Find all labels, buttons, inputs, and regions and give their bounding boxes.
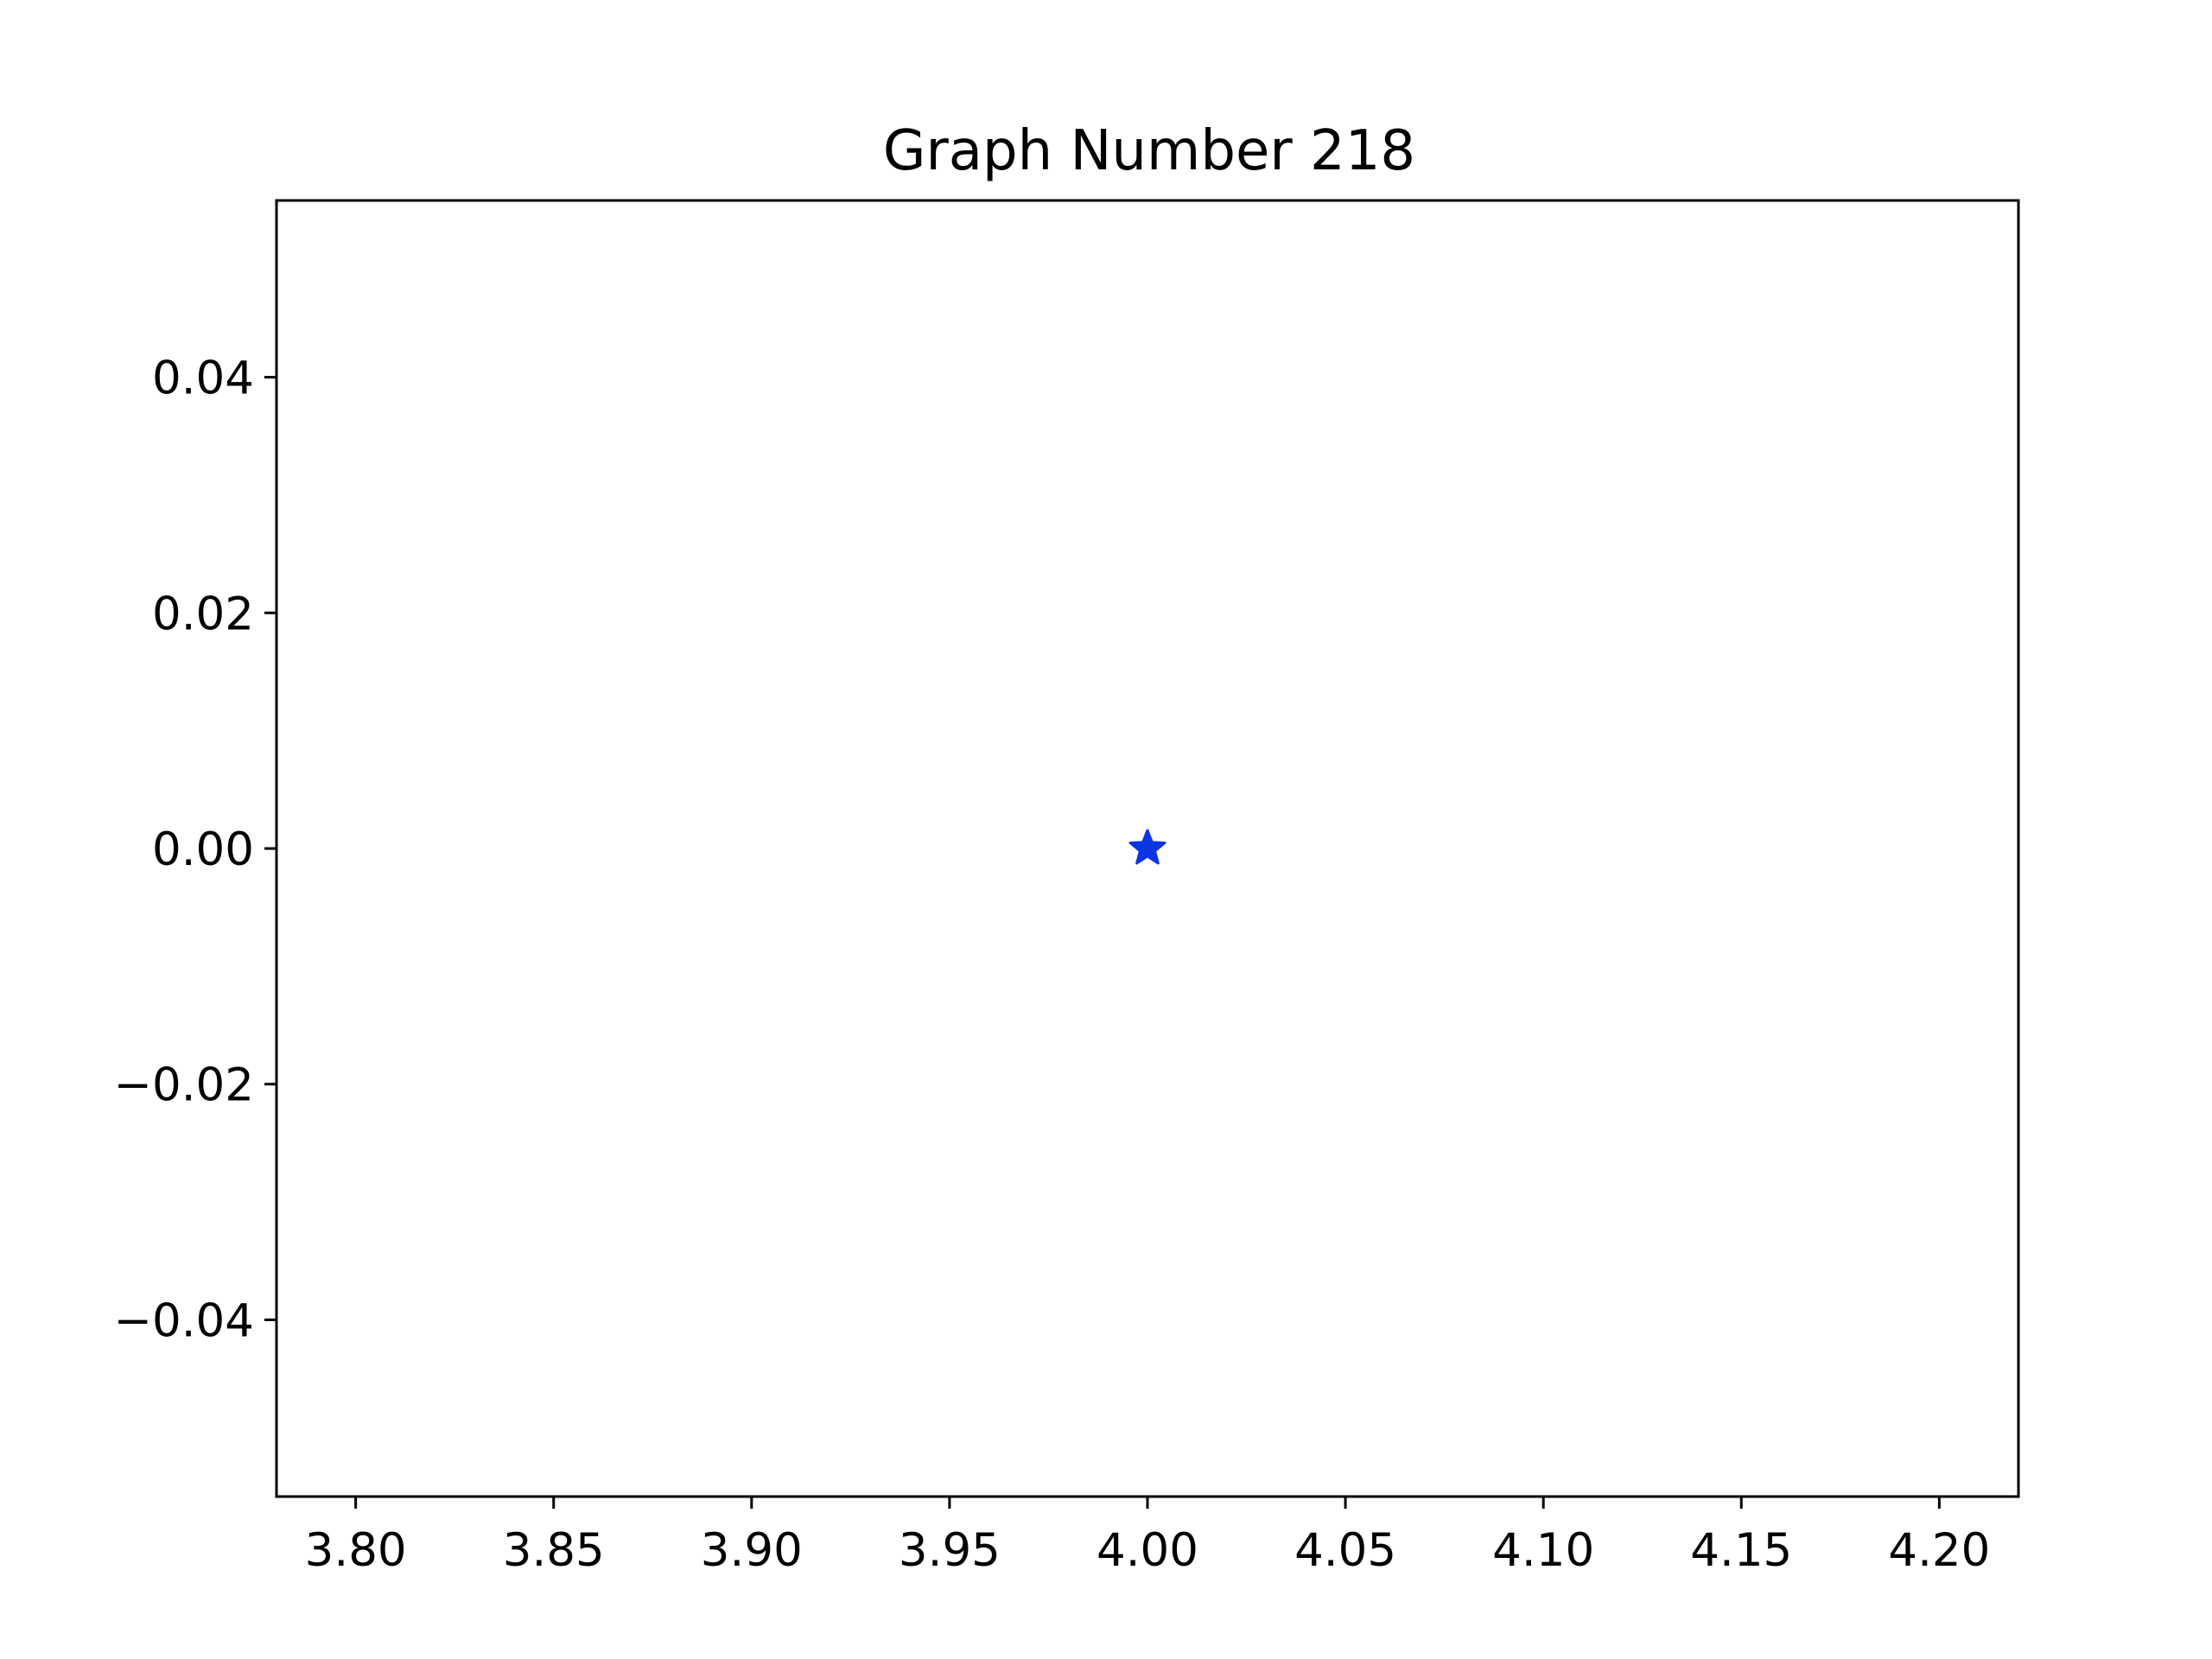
y-tick-label: 0.02	[152, 588, 254, 640]
y-tick-label: −0.02	[114, 1059, 254, 1112]
y-tick-label: −0.04	[114, 1294, 254, 1347]
y-tick-label: 0.00	[152, 823, 254, 876]
x-tick-label: 4.05	[1294, 1524, 1396, 1577]
x-tick-label: 4.20	[1888, 1524, 1990, 1577]
chart-title: Graph Number 218	[883, 119, 1415, 183]
x-tick-label: 4.15	[1690, 1524, 1792, 1577]
x-tick-label: 3.95	[899, 1524, 1001, 1577]
plot-frame	[275, 199, 2020, 1498]
x-tick-label: 3.80	[305, 1524, 407, 1577]
x-tick-label: 4.10	[1492, 1524, 1594, 1577]
data-point-star	[1128, 829, 1166, 865]
plot-layer: 3.80 3.85 3.90 3.95 4.00 4.05 4.10 4.15 4.20 0.04…	[114, 353, 1991, 1577]
x-tick-label: 3.90	[701, 1524, 803, 1577]
x-tick-label: 4.00	[1096, 1524, 1198, 1577]
x-tick-label: 3.85	[503, 1524, 605, 1577]
y-tick-label: 0.04	[152, 353, 254, 405]
